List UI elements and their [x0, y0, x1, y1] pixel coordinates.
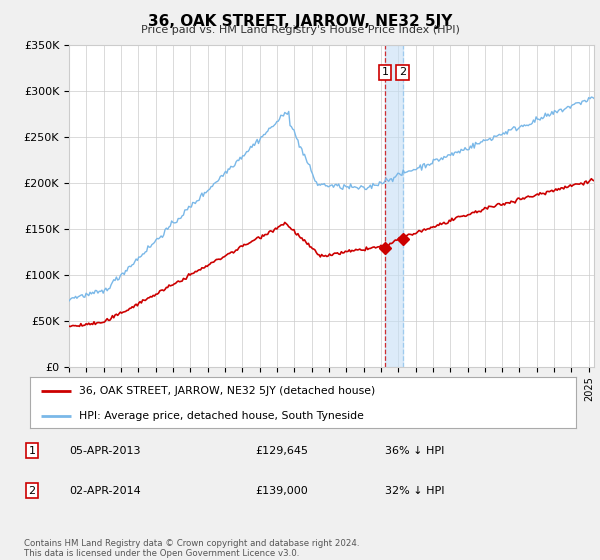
Text: 36% ↓ HPI: 36% ↓ HPI [385, 446, 444, 456]
Text: 2: 2 [399, 67, 406, 77]
Text: £139,000: £139,000 [255, 486, 308, 496]
Text: 2: 2 [29, 486, 35, 496]
Text: 36, OAK STREET, JARROW, NE32 5JY: 36, OAK STREET, JARROW, NE32 5JY [148, 14, 452, 29]
Text: Price paid vs. HM Land Registry's House Price Index (HPI): Price paid vs. HM Land Registry's House … [140, 25, 460, 35]
Text: 1: 1 [382, 67, 389, 77]
Text: 36, OAK STREET, JARROW, NE32 5JY (detached house): 36, OAK STREET, JARROW, NE32 5JY (detach… [79, 386, 376, 396]
Text: 1: 1 [29, 446, 35, 456]
Text: 32% ↓ HPI: 32% ↓ HPI [385, 486, 444, 496]
Text: £129,645: £129,645 [255, 446, 308, 456]
Bar [385, 45, 403, 367]
Text: 02-APR-2014: 02-APR-2014 [69, 486, 140, 496]
Text: Contains HM Land Registry data © Crown copyright and database right 2024.
This d: Contains HM Land Registry data © Crown c… [24, 539, 359, 558]
Text: HPI: Average price, detached house, South Tyneside: HPI: Average price, detached house, Sout… [79, 410, 364, 421]
Text: 05-APR-2013: 05-APR-2013 [69, 446, 140, 456]
